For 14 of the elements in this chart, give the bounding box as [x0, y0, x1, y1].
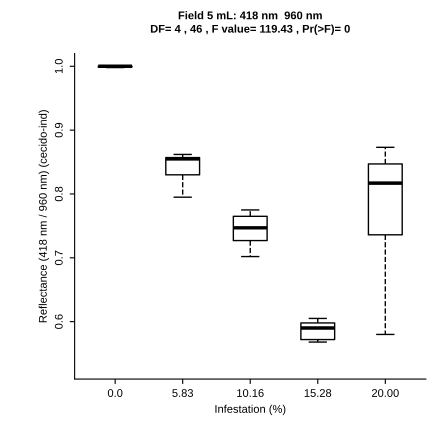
- y-tick-label: 0.8: [54, 186, 63, 202]
- chart-subtitle: DF= 4 , 46 , F value= 119.43 , Pr(>F)= 0: [150, 24, 350, 35]
- chart-title: Field 5 mL: 418 nm 960 nm: [178, 11, 322, 20]
- x-tick-label: 20.00: [372, 389, 399, 397]
- y-tick-label: 0.9: [54, 122, 63, 138]
- x-tick-label: 0.0: [108, 389, 122, 397]
- x-axis-title: Infestation (%): [215, 404, 286, 416]
- y-tick-label: 1.0: [54, 59, 63, 74]
- x-tick-label: 5.83: [172, 389, 194, 397]
- y-tick-label: 0.6: [54, 314, 63, 329]
- y-axis-title: Reflectance (418 nm / 960 nm) (cecido-ind): [38, 110, 49, 322]
- y-tick-label: 0.7: [54, 250, 63, 266]
- x-tick-label: 10.16: [237, 389, 264, 397]
- x-tick-label: 15.28: [304, 389, 332, 397]
